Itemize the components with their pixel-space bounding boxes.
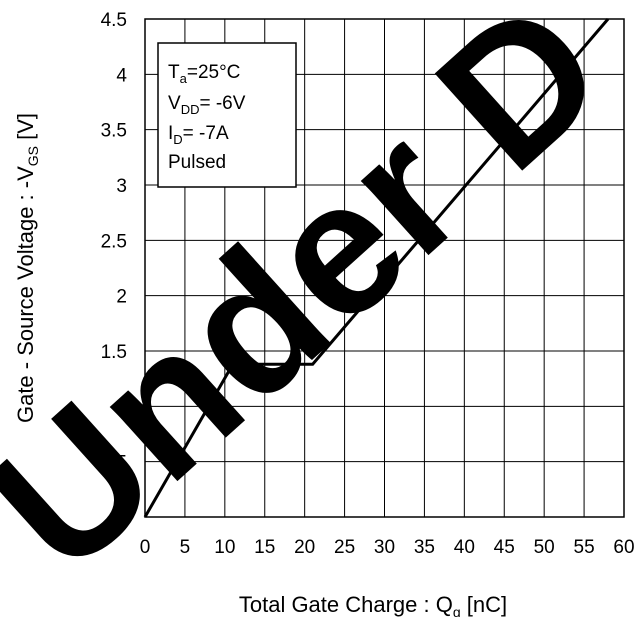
legend-frame [157,42,297,188]
y-tick-label: 0 [116,508,127,529]
y-tick-label: 1.5 [101,342,127,363]
y-axis-label: Gate - Source Voltage : -VGS [V] [13,113,41,423]
x-tick-label: 10 [214,537,235,558]
x-tick-label: 45 [494,537,515,558]
legend-line-vdd: VDD= -6V [168,93,246,117]
x-tick-label: 15 [254,537,275,558]
y-tick-labels: 0 0.5 1 1.5 2 2.5 3 3.5 4 4.5 [101,10,128,529]
x-tick-label: 55 [574,537,595,558]
series-group [143,18,610,518]
y-tick-label: 4.5 [101,10,127,31]
x-tick-label: 25 [334,537,355,558]
x-tick-label: 60 [613,537,634,558]
y-tick-label: 3.5 [101,121,127,142]
x-tick-label: 50 [534,537,555,558]
legend-line-pulsed: Pulsed [168,152,226,173]
x-tick-label: 20 [294,537,315,558]
y-tick-label: 1 [116,397,127,418]
y-tick-label: 3 [116,176,127,197]
legend-box: Ta=25°C VDD= -6V ID= -7A Pulsed [157,42,297,188]
y-tick-label: 0.5 [101,453,127,474]
plot-frame [144,18,625,518]
y-tick-label: 4 [116,65,127,86]
y-tick-label: 2.5 [101,231,127,252]
x-tick-label: 5 [180,537,191,558]
x-tick-labels: 0 5 10 15 20 25 30 35 40 45 50 55 60 [140,537,635,558]
x-tick-label: 40 [454,537,475,558]
x-tick-label: 35 [414,537,435,558]
x-tick-label: 30 [374,537,395,558]
x-axis-label: Total Gate Charge : Qg [nC] [239,592,507,617]
x-tick-label: 0 [140,537,151,558]
series-line [143,18,610,518]
legend-line-id: ID= -7A [168,123,229,147]
legend-line-ta: Ta=25°C [168,62,240,86]
y-tick-label: 2 [116,287,127,308]
